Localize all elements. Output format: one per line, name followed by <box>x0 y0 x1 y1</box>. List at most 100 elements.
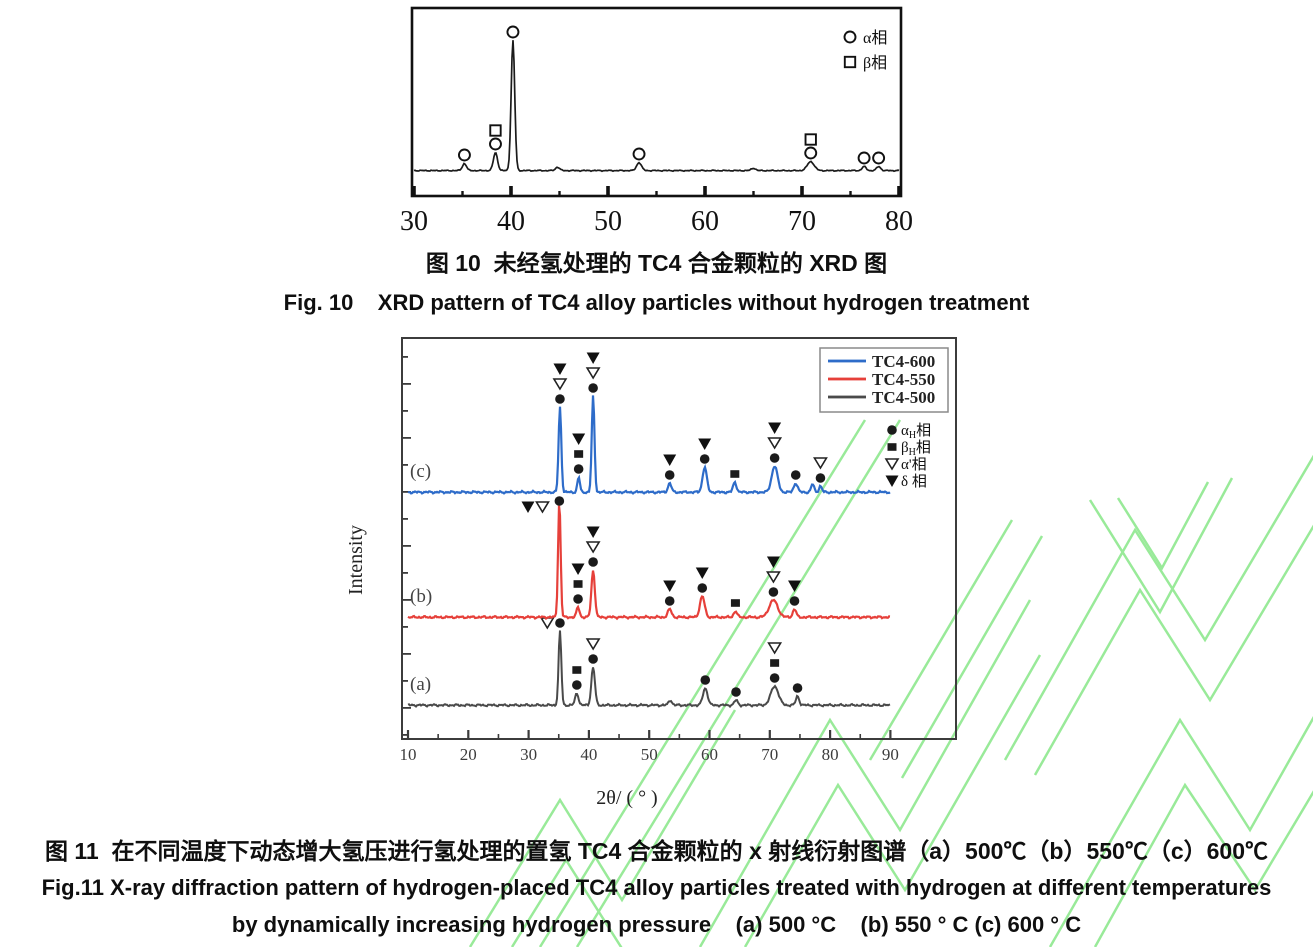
marker-open-circle <box>843 30 857 44</box>
x-major-tick <box>527 730 530 739</box>
x-tick-label: 40 <box>497 206 525 237</box>
legend-box <box>819 347 949 413</box>
marker-filled-square <box>573 580 583 588</box>
marker-filled-square <box>574 450 584 458</box>
x-minor-tick <box>752 191 755 196</box>
marker-open-square <box>804 133 817 146</box>
xrd-chart-fig11: 10 20 30 40 50 60 70 80 90 2θ/ ( ° ) Intensity (a) (… <box>345 337 957 809</box>
y-minor-tick <box>402 680 408 682</box>
phase-suffix: 相 <box>912 473 927 490</box>
x-major-tick <box>703 186 707 196</box>
panel-label: (b) <box>410 586 432 607</box>
xrd-curve-untreated <box>413 40 900 173</box>
marker-open-triangle <box>766 571 781 584</box>
marker-filled-circle <box>664 596 675 606</box>
phase-legend-label: αH相 <box>901 422 931 441</box>
x-minor-tick <box>678 734 681 739</box>
y-minor-tick <box>402 653 411 655</box>
phase-suffix: 相 <box>916 439 931 456</box>
plot-frame <box>410 6 903 198</box>
y-minor-tick <box>402 410 408 412</box>
xrd-curve-TC4-500 <box>407 630 891 709</box>
marker-filled-circle <box>555 394 565 404</box>
y-minor-tick <box>402 383 411 385</box>
legend-line <box>828 377 866 381</box>
marker-filled-circle <box>573 464 584 474</box>
marker-open-square <box>843 55 857 69</box>
marker-filled-triangle <box>768 422 782 434</box>
marker-filled-triangle <box>572 433 586 445</box>
marker-open-circle <box>804 146 818 160</box>
legend-label: TC4-600 <box>872 352 935 371</box>
y-minor-tick <box>402 464 408 466</box>
panel-label: (c) <box>410 461 431 482</box>
marker-filled-triangle <box>663 454 677 466</box>
phase-suffix: 相 <box>912 456 927 473</box>
x-major-tick <box>467 730 470 739</box>
marker-filled-circle <box>588 557 598 567</box>
x-tick-label: 30 <box>400 206 428 237</box>
marker-filled-circle <box>790 470 801 480</box>
marker-open-triangle <box>813 457 828 470</box>
x-major-tick <box>768 730 771 739</box>
x-tick-label: 50 <box>641 745 658 764</box>
x-tick-label: 70 <box>788 206 816 237</box>
y-minor-tick <box>402 518 408 520</box>
y-minor-tick <box>402 572 408 574</box>
x-minor-tick <box>738 734 741 739</box>
x-minor-tick <box>618 734 620 739</box>
marker-filled-circle <box>664 470 675 480</box>
marker-open-circle <box>457 148 471 162</box>
phase-symbol: δ <box>901 474 912 490</box>
marker-filled-circle <box>887 425 897 435</box>
x-minor-tick <box>461 191 464 196</box>
y-minor-tick <box>402 734 408 736</box>
x-minor-tick <box>437 734 439 739</box>
y-minor-tick <box>402 545 411 547</box>
legend-line <box>828 359 866 363</box>
y-minor-tick <box>402 356 408 358</box>
marker-filled-square <box>730 470 740 478</box>
phase-legend-label: δ 相 <box>901 473 927 490</box>
x-axis-title: 2θ/ ( ° ) <box>596 787 657 809</box>
x-minor-tick <box>859 734 862 739</box>
marker-open-circle <box>506 25 520 39</box>
marker-open-triangle <box>767 642 783 655</box>
xrd-curve-TC4-550 <box>407 505 891 621</box>
phase-legend-label: α'相 <box>901 456 927 473</box>
marker-open-circle <box>489 137 502 151</box>
fig10-caption-en: Fig. 10 XRD pattern of TC4 alloy particl… <box>283 290 1030 315</box>
x-tick-label: 10 <box>400 745 417 764</box>
y-minor-tick <box>402 437 411 439</box>
marker-filled-triangle <box>663 580 677 592</box>
marker-filled-circle <box>815 473 826 483</box>
legend-line <box>828 395 866 399</box>
marker-filled-circle <box>572 680 582 690</box>
marker-open-triangle <box>585 638 601 651</box>
y-minor-tick <box>402 599 411 601</box>
x-minor-tick <box>557 734 560 739</box>
x-tick-label: 90 <box>882 745 899 764</box>
marker-filled-square <box>770 659 780 667</box>
x-major-tick <box>606 186 610 196</box>
x-minor-tick <box>799 734 801 739</box>
x-minor-tick <box>497 734 500 739</box>
legend-label: TC4-550 <box>872 370 935 389</box>
marker-filled-triangle <box>586 526 600 538</box>
marker-open-circle <box>872 151 886 165</box>
x-major-tick <box>708 730 711 739</box>
marker-open-triangle <box>539 617 555 630</box>
marker-filled-triangle <box>521 501 535 513</box>
marker-filled-circle <box>554 496 565 506</box>
marker-filled-circle <box>697 583 708 593</box>
phase-symbol: α' <box>901 457 912 473</box>
x-minor-tick <box>558 191 561 196</box>
x-major-tick <box>509 186 513 196</box>
x-tick-label: 60 <box>691 206 719 237</box>
x-major-tick <box>897 186 901 196</box>
marker-filled-circle <box>573 594 583 604</box>
marker-filled-square <box>887 443 897 451</box>
marker-filled-circle <box>768 587 779 597</box>
marker-filled-circle <box>792 683 803 693</box>
phase-symbol: β <box>901 440 909 456</box>
